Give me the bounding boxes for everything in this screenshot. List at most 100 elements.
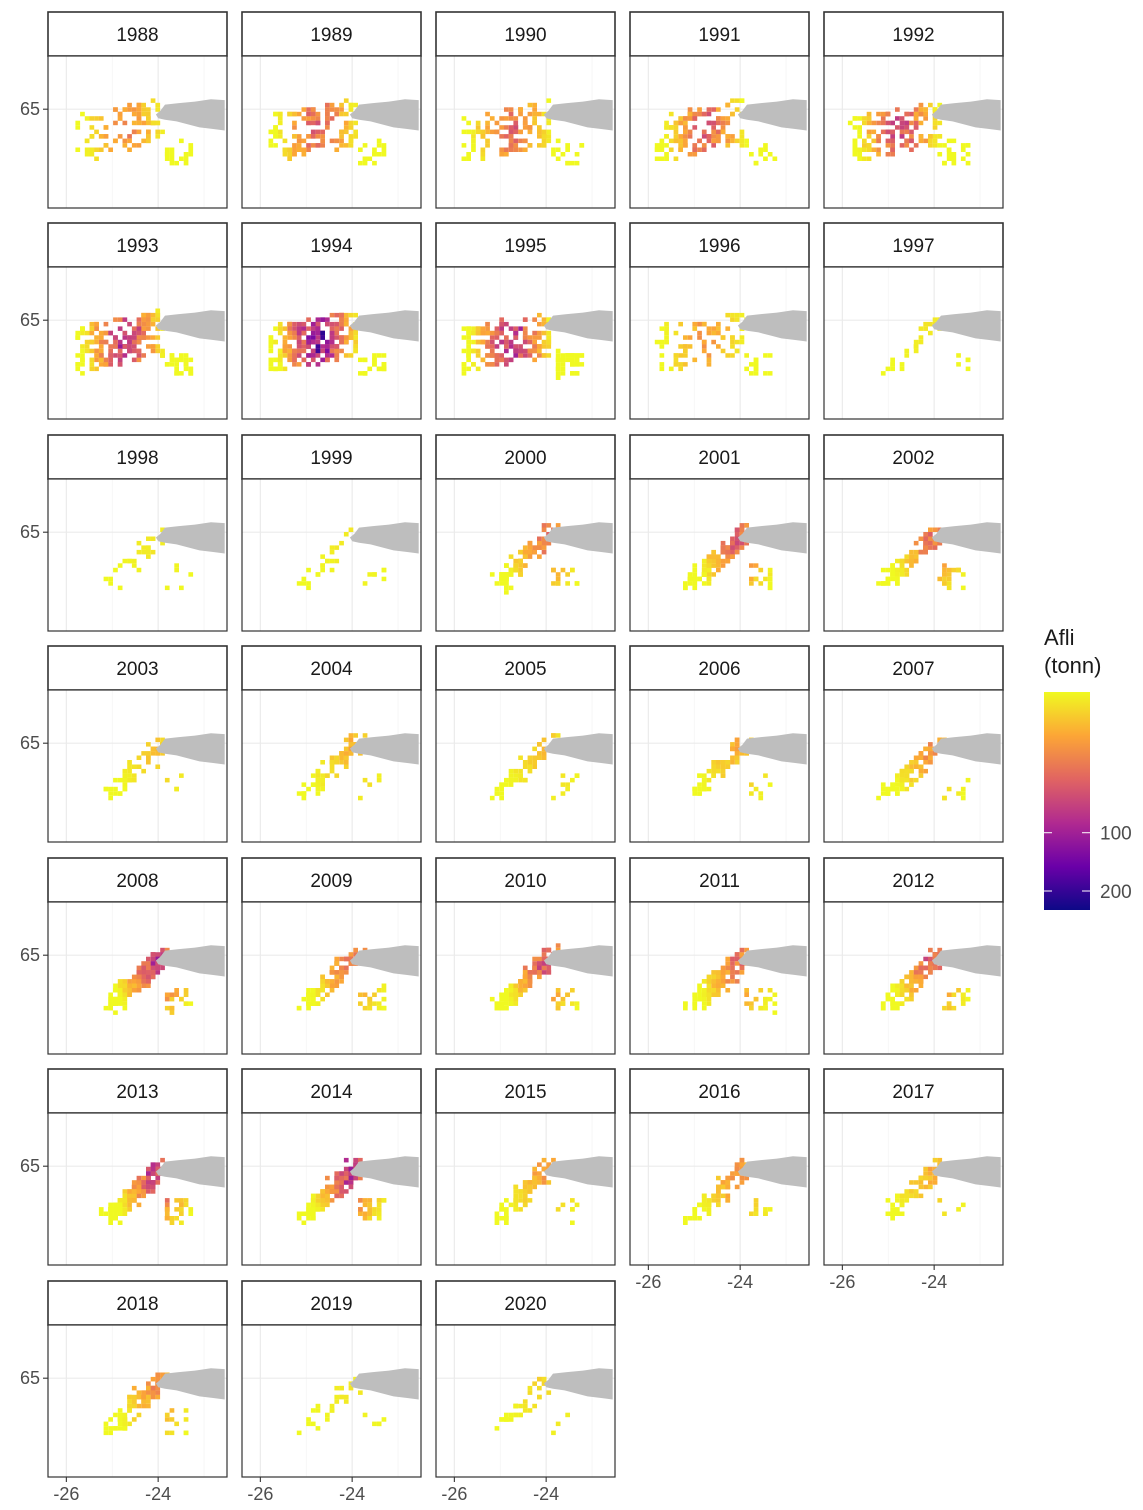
catch-cell: [155, 965, 161, 971]
catch-cell: [725, 558, 731, 564]
catch-cell: [522, 330, 528, 336]
catch-cell: [918, 339, 924, 345]
catch-cell: [701, 988, 707, 993]
catch-cell: [301, 116, 307, 121]
catch-cell: [84, 138, 90, 144]
catch-cells: [75, 308, 194, 376]
catch-cell: [108, 992, 113, 997]
catch-cell: [716, 138, 721, 144]
catch-cell: [339, 129, 344, 135]
land-polygon: [155, 1156, 225, 1188]
catch-cell: [753, 1198, 759, 1203]
catch-cell: [546, 540, 552, 546]
catch-cell: [730, 134, 735, 139]
catch-cell: [273, 111, 278, 117]
catch-cell: [546, 970, 552, 975]
catch-cell: [282, 353, 288, 358]
catch-cell: [122, 1417, 128, 1422]
catch-cell: [513, 330, 519, 336]
catch-cell: [339, 321, 344, 327]
catch-cell: [310, 348, 316, 354]
catch-cell: [876, 795, 881, 801]
catch-cell: [485, 353, 490, 358]
catch-cell: [725, 143, 731, 148]
catch-cell: [716, 1202, 721, 1208]
catch-cell: [508, 134, 514, 139]
catch-cell: [730, 760, 735, 765]
panel-background: [242, 902, 421, 1054]
catch-cell: [113, 777, 118, 783]
catch-cell: [960, 572, 966, 577]
facet-label: 2000: [504, 448, 546, 469]
catch-cell: [923, 116, 928, 121]
catch-cell: [923, 1166, 928, 1172]
catch-cell: [659, 362, 665, 367]
catch-cell: [310, 1001, 316, 1006]
catch-cell: [960, 585, 966, 591]
catch-cell: [716, 330, 721, 336]
catch-cell: [372, 353, 377, 358]
catch-cell: [494, 330, 500, 336]
catch-cell: [499, 791, 504, 796]
catch-cell: [541, 353, 547, 358]
facet-panel-2020: 2020: [435, 1280, 616, 1478]
catch-cell: [150, 1385, 156, 1391]
catch-cell: [692, 786, 698, 792]
catch-cell: [913, 344, 919, 349]
catch-cell: [659, 138, 665, 144]
catch-cell: [513, 777, 519, 783]
catch-cell: [574, 1005, 580, 1011]
catch-cell: [315, 111, 321, 117]
panel-border: [241, 55, 422, 209]
catch-cell: [673, 156, 679, 161]
catch-cell: [494, 786, 500, 792]
catch-cell: [508, 996, 514, 1002]
catch-cell: [146, 1189, 151, 1194]
catch-cell: [871, 147, 877, 152]
catch-cell: [499, 125, 504, 130]
catch-cell: [334, 1189, 340, 1194]
catch-cell: [527, 540, 533, 546]
catch-cell: [734, 545, 740, 550]
catch-cell: [885, 567, 891, 573]
catch-cell: [928, 321, 933, 327]
facet-panel-2018: 2018: [47, 1280, 228, 1478]
catch-cell: [570, 371, 575, 376]
catch-cell: [471, 362, 476, 367]
catch-cell: [277, 326, 283, 331]
catch-cell: [513, 773, 519, 778]
catch-cell: [183, 362, 189, 367]
catch-cell: [122, 1211, 128, 1216]
catch-cell: [122, 979, 128, 984]
catch-cell: [287, 321, 292, 327]
catch-cell: [664, 330, 669, 336]
catch-cell: [75, 147, 81, 152]
catch-cell: [122, 777, 128, 783]
catch-cell: [362, 1412, 368, 1418]
catch-cell: [852, 138, 858, 144]
catch-cell: [871, 129, 877, 135]
catch-cell: [678, 353, 683, 358]
catch-cell: [343, 111, 349, 117]
catch-cell: [268, 362, 274, 367]
catch-cell: [895, 572, 900, 577]
catch-cell: [188, 1211, 194, 1216]
catch-cell: [537, 1171, 542, 1176]
catch-cell: [136, 348, 142, 354]
catch-cell: [489, 348, 495, 354]
catch-cell: [956, 353, 961, 358]
catch-cell: [923, 549, 928, 555]
catch-cell: [131, 1394, 137, 1400]
catch-cell: [301, 326, 307, 331]
catch-cell: [155, 737, 161, 743]
catch-cell: [522, 1189, 528, 1194]
catch-cell: [687, 1216, 693, 1221]
catch-cell: [174, 366, 179, 372]
catch-cell: [353, 339, 358, 345]
catch-cell: [329, 1184, 335, 1190]
catch-cell: [716, 567, 721, 573]
catch-cell: [343, 755, 349, 760]
catch-cell: [485, 138, 490, 144]
catch-cell: [296, 143, 302, 148]
catch-cell: [692, 992, 698, 997]
